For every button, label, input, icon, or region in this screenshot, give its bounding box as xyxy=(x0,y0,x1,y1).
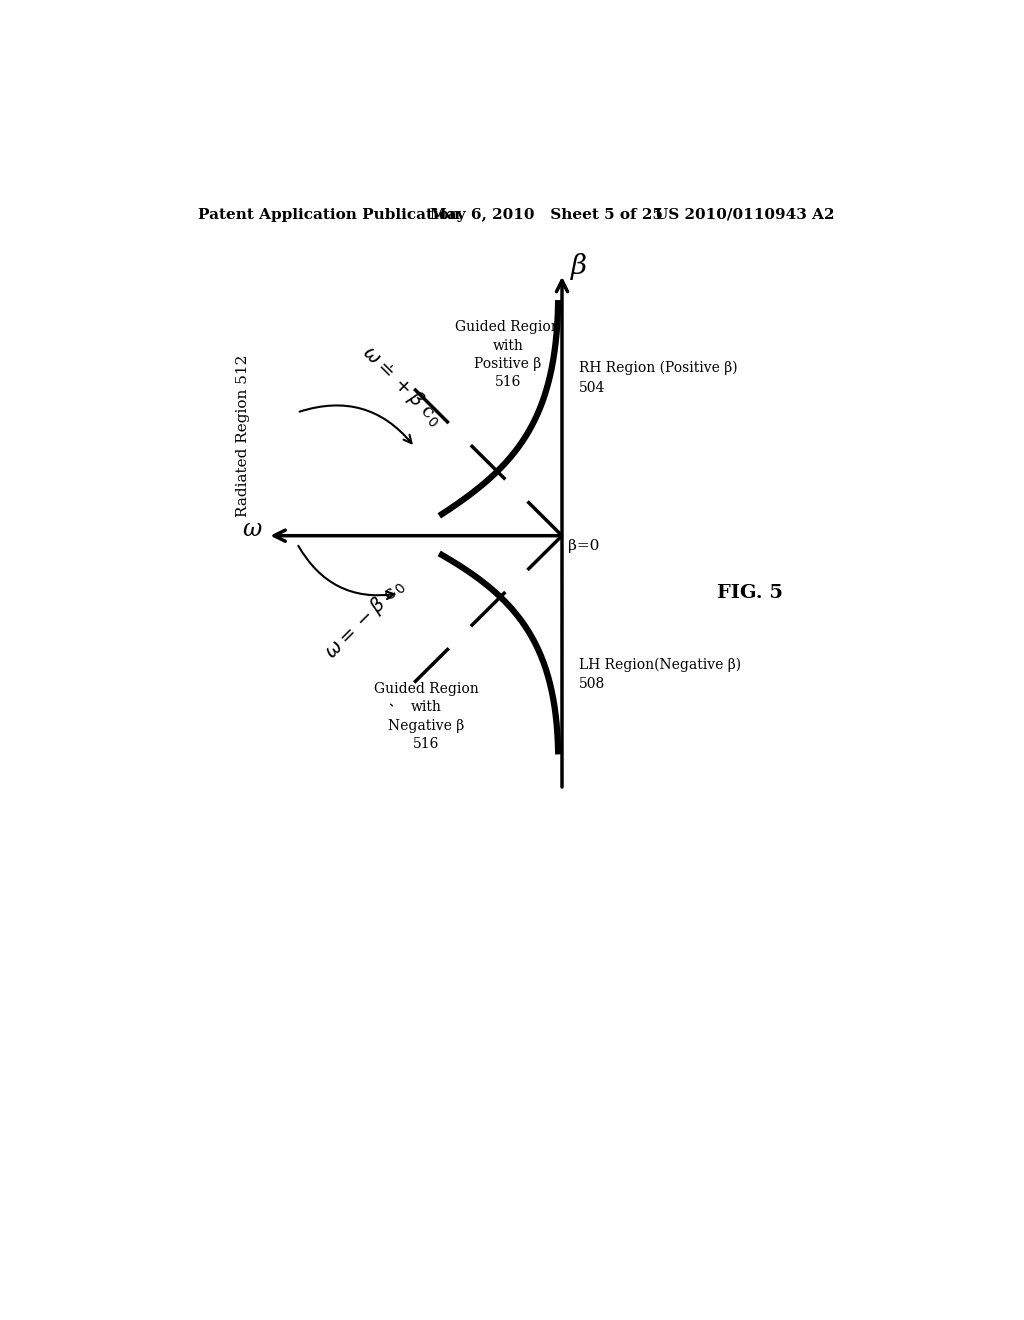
Text: Patent Application Publication: Patent Application Publication xyxy=(198,207,460,222)
Text: LH Region(Negative β)
508: LH Region(Negative β) 508 xyxy=(579,657,741,692)
Text: $\omega = +\beta\ \mathregular{c}_0$: $\omega = +\beta\ \mathregular{c}_0$ xyxy=(356,341,446,430)
Text: ω: ω xyxy=(242,517,261,541)
Text: US 2010/0110943 A2: US 2010/0110943 A2 xyxy=(655,207,835,222)
Text: FIG. 5: FIG. 5 xyxy=(717,585,783,602)
Text: β: β xyxy=(571,252,588,280)
Text: Guided Region
with
Negative β
516: Guided Region with Negative β 516 xyxy=(374,682,479,751)
Text: $\omega = -\beta\ \mathregular{c}_0$: $\omega = -\beta\ \mathregular{c}_0$ xyxy=(321,574,410,664)
Text: Radiated Region 512: Radiated Region 512 xyxy=(236,354,250,517)
Text: May 6, 2010   Sheet 5 of 25: May 6, 2010 Sheet 5 of 25 xyxy=(430,207,664,222)
Text: β=0: β=0 xyxy=(568,539,600,553)
Text: Guided Region
with
Positive β
516: Guided Region with Positive β 516 xyxy=(456,321,560,389)
Text: RH Region (Positive β)
504: RH Region (Positive β) 504 xyxy=(579,360,737,395)
